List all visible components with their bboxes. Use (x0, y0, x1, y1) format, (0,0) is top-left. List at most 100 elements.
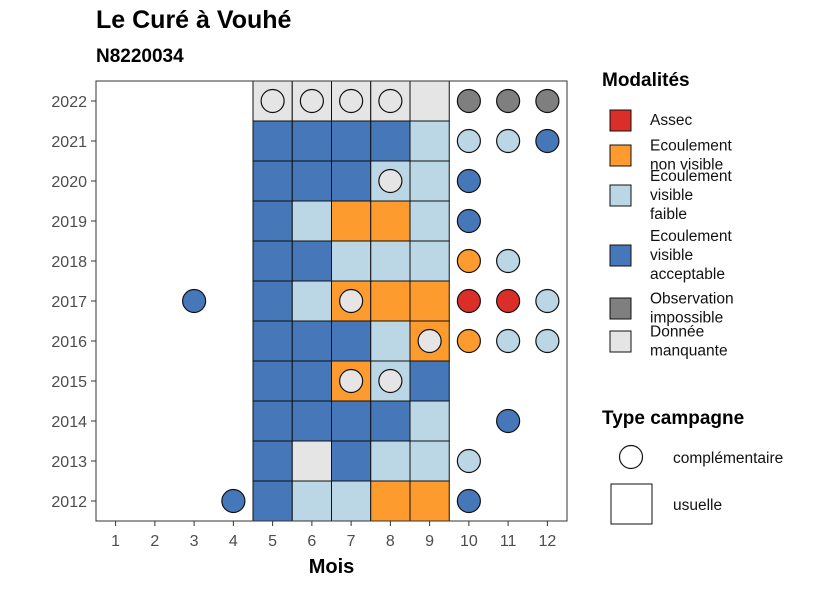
legend-label-modalite: manquante (650, 343, 728, 360)
y-tick-label: 2014 (51, 414, 87, 431)
tile-usuelle (331, 400, 372, 442)
point-complementaire (456, 328, 481, 354)
tile-usuelle (252, 120, 293, 162)
tile-usuelle (331, 440, 372, 482)
tile-usuelle (370, 120, 411, 162)
x-tick-label: 11 (500, 533, 517, 550)
tile-usuelle (252, 440, 293, 482)
x-tick-label: 10 (460, 533, 478, 550)
legend-label-modalite: faible (650, 206, 687, 223)
point-complementaire (221, 488, 246, 514)
point-complementaire (496, 248, 521, 274)
y-tick-label: 2016 (51, 334, 87, 351)
tile-usuelle (370, 440, 411, 482)
legend-label-modalite: Donnée (650, 324, 704, 341)
point-complementaire (535, 288, 560, 314)
point-complementaire (496, 288, 521, 314)
tile-usuelle (331, 160, 372, 202)
legend-key-modalite (609, 109, 632, 132)
point-complementaire (535, 88, 560, 114)
point-complementaire (456, 128, 481, 154)
tile-usuelle (409, 160, 450, 202)
point-complementaire (456, 168, 481, 194)
x-axis-label: Mois (309, 556, 355, 578)
tile-usuelle (409, 360, 450, 402)
legend-label-modalite: visible (650, 187, 693, 204)
x-tick-label: 2 (150, 533, 159, 550)
tile-usuelle (409, 200, 450, 242)
chart-subtitle: N8220034 (96, 46, 184, 67)
legend-title-modalites: Modalités (602, 70, 690, 91)
legend-label-modalite: Ecoulement (650, 168, 733, 185)
point-complementaire (496, 88, 521, 114)
tile-usuelle (370, 200, 411, 242)
legend-key-complementaire (618, 444, 644, 470)
tile-usuelle (252, 400, 293, 442)
legend-key-modalite (609, 184, 632, 207)
y-tick-label: 2012 (51, 494, 87, 511)
tile-usuelle (252, 360, 293, 402)
point-complementaire (339, 368, 364, 394)
point-complementaire (456, 88, 481, 114)
x-tick-label: 6 (307, 533, 316, 550)
legend-label-modalite: Ecoulement (650, 228, 733, 245)
tile-usuelle (252, 320, 293, 362)
chart-title: Le Curé à Vouhé (96, 6, 292, 34)
legend-label-usuelle: usuelle (673, 497, 722, 514)
legend-title-campagne: Type campagne (602, 408, 744, 429)
x-tick-label: 5 (268, 533, 277, 550)
x-tick-label: 7 (347, 533, 356, 550)
legend-label-modalite: non visible (650, 157, 723, 174)
x-tick-label: 9 (425, 533, 434, 550)
tile-usuelle (291, 440, 332, 482)
x-tick-label: 3 (190, 533, 199, 550)
x-tick-label: 1 (111, 533, 120, 550)
point-complementaire (417, 328, 442, 354)
tile-usuelle (252, 280, 293, 322)
y-tick-label: 2017 (51, 294, 87, 311)
legend-label-modalite: impossible (650, 310, 723, 327)
point-complementaire (456, 248, 481, 274)
tile-usuelle (409, 480, 450, 522)
y-tick-label: 2022 (51, 94, 87, 111)
legend-label-modalite: Ecoulement (650, 138, 733, 155)
tile-usuelle (291, 120, 332, 162)
tile-usuelle (409, 280, 450, 322)
tile-usuelle (252, 200, 293, 242)
tile-usuelle (291, 240, 332, 282)
point-complementaire (299, 88, 324, 114)
tile-usuelle (291, 400, 332, 442)
y-tick-label: 2021 (51, 134, 87, 151)
tile-usuelle (331, 120, 372, 162)
y-tick-label: 2013 (51, 454, 87, 471)
tile-usuelle (252, 480, 293, 522)
point-complementaire (535, 128, 560, 154)
point-complementaire (378, 368, 403, 394)
point-complementaire (456, 208, 481, 234)
x-tick-label: 8 (386, 533, 395, 550)
legend-label-modalite: Observation (650, 291, 734, 308)
tile-usuelle (331, 320, 372, 362)
legend-label-modalite: acceptable (650, 266, 725, 283)
legend-key-modalite (609, 244, 632, 267)
legend-key-modalite (609, 297, 632, 320)
tile-usuelle (291, 280, 332, 322)
tile-usuelle (370, 320, 411, 362)
x-tick-label: 12 (538, 533, 556, 550)
tile-usuelle (370, 400, 411, 442)
point-complementaire (496, 128, 521, 154)
tile-usuelle (409, 440, 450, 482)
legend-key-usuelle (610, 483, 653, 525)
point-complementaire (496, 328, 521, 354)
tile-usuelle (370, 480, 411, 522)
tile-usuelle (252, 160, 293, 202)
point-complementaire (182, 288, 207, 314)
point-complementaire (339, 88, 364, 114)
tile-usuelle (291, 360, 332, 402)
point-complementaire (378, 168, 403, 194)
tile-usuelle (331, 200, 372, 242)
x-tick-label: 4 (229, 533, 238, 550)
point-complementaire (456, 488, 481, 514)
point-complementaire (456, 448, 481, 474)
